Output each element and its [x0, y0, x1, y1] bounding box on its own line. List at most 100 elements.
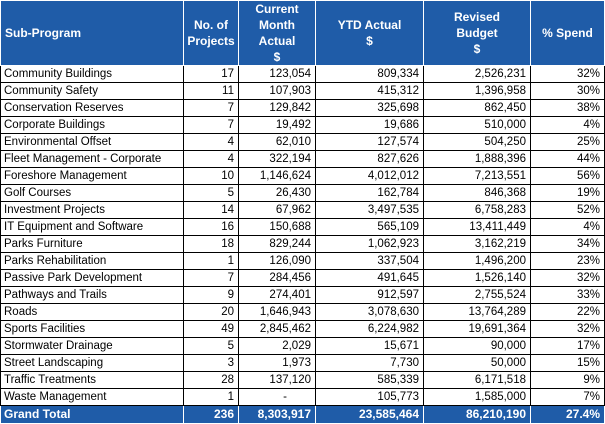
cell-sub-program: Community Buildings [0, 65, 184, 83]
cell-sub-program: Passive Park Development [0, 269, 184, 287]
cell-projects: 4 [183, 150, 239, 168]
cell-ytd: 4,012,012 [315, 167, 424, 185]
cell-sub-program: Golf Courses [0, 184, 184, 202]
cell-ytd: 105,773 [315, 388, 424, 406]
cell-sub-program: Investment Projects [0, 201, 184, 219]
table-footer: Grand Total 236 8,303,917 23,585,464 86,… [0, 405, 605, 424]
cell-revised: 1,585,000 [423, 388, 531, 406]
header-cma-line2: Month Actual [258, 18, 296, 48]
table-row: Investment Projects 14 67,962 3,497,535 … [0, 201, 605, 219]
header-sub-program: Sub-Program [0, 0, 184, 66]
cell-revised: 90,000 [423, 337, 531, 355]
header-revised-line1: Revised [453, 10, 501, 24]
cell-sub-program: Pathways and Trails [0, 286, 184, 304]
cell-ytd: 15,671 [315, 337, 424, 355]
cell-current-month: 107,903 [238, 82, 316, 100]
cell-ytd: 3,497,535 [315, 201, 424, 219]
table-row: Community Safety 11 107,903 415,312 1,39… [0, 82, 605, 100]
cell-sub-program: Environmental Offset [0, 133, 184, 151]
cell-revised: 6,758,283 [423, 201, 531, 219]
table-row: Environmental Offset 4 62,010 127,574 50… [0, 133, 605, 151]
cell-ytd: 415,312 [315, 82, 424, 100]
total-revised: 86,210,190 [423, 405, 531, 424]
cell-projects: 1 [183, 252, 239, 270]
cell-current-month: 1,146,624 [238, 167, 316, 185]
header-projects-line1: No. of [194, 18, 228, 32]
cell-spend: 32% [530, 65, 605, 83]
header-revised-line2: Budget [456, 26, 498, 40]
header-row: Sub-Program No. of Projects Current Mont… [0, 0, 605, 66]
cell-ytd: 1,062,923 [315, 235, 424, 253]
cell-ytd: 325,698 [315, 99, 424, 117]
cell-revised: 1,396,958 [423, 82, 531, 100]
cell-spend: 9% [530, 371, 605, 389]
cell-sub-program: Community Safety [0, 82, 184, 100]
cell-spend: 15% [530, 354, 605, 372]
cell-sub-program: Waste Management [0, 388, 184, 406]
table-row: Community Buildings 17 123,054 809,334 2… [0, 65, 605, 83]
cell-current-month: 126,090 [238, 252, 316, 270]
header-projects: No. of Projects [183, 0, 239, 66]
table-row: Foreshore Management 10 1,146,624 4,012,… [0, 167, 605, 185]
cell-current-month: 123,054 [238, 65, 316, 83]
cell-spend: 22% [530, 303, 605, 321]
cell-ytd: 491,645 [315, 269, 424, 287]
cell-ytd: 912,597 [315, 286, 424, 304]
header-revised-budget: Revised Budget $ [423, 0, 531, 66]
cell-ytd: 3,078,630 [315, 303, 424, 321]
cell-spend: 19% [530, 184, 605, 202]
header-current-month: Current Month Actual $ [238, 0, 316, 66]
cell-sub-program: Street Landscaping [0, 354, 184, 372]
cell-projects: 7 [183, 116, 239, 134]
header-ytd-line1: YTD Actual [337, 18, 402, 32]
table-row: Stormwater Drainage 5 2,029 15,671 90,00… [0, 337, 605, 355]
cell-spend: 32% [530, 320, 605, 338]
cell-spend: 17% [530, 337, 605, 355]
table-row: Parks Furniture 18 829,244 1,062,923 3,1… [0, 235, 605, 253]
cell-revised: 2,755,524 [423, 286, 531, 304]
cell-current-month: 1,646,943 [238, 303, 316, 321]
header-ytd-unit: $ [366, 34, 373, 48]
cell-projects: 5 [183, 337, 239, 355]
cell-current-month: 284,456 [238, 269, 316, 287]
cell-projects: 49 [183, 320, 239, 338]
cell-ytd: 337,504 [315, 252, 424, 270]
cell-projects: 5 [183, 184, 239, 202]
cell-spend: 25% [530, 133, 605, 151]
table-row: Roads 20 1,646,943 3,078,630 13,764,289 … [0, 303, 605, 321]
cell-revised: 504,250 [423, 133, 531, 151]
cell-current-month: 19,492 [238, 116, 316, 134]
cell-current-month: 829,244 [238, 235, 316, 253]
cell-current-month: 1,973 [238, 354, 316, 372]
cell-current-month: 26,430 [238, 184, 316, 202]
cell-spend: 7% [530, 388, 605, 406]
cell-spend: 44% [530, 150, 605, 168]
cell-revised: 6,171,518 [423, 371, 531, 389]
header-projects-line2: Projects [187, 34, 235, 48]
cell-revised: 1,888,396 [423, 150, 531, 168]
header-ytd: YTD Actual $ [315, 0, 424, 66]
cell-spend: 34% [530, 235, 605, 253]
table-row: Pathways and Trails 9 274,401 912,597 2,… [0, 286, 605, 304]
table-body: Community Buildings 17 123,054 809,334 2… [0, 65, 605, 406]
table-row: Sports Facilities 49 2,845,462 6,224,982… [0, 320, 605, 338]
cell-ytd: 19,686 [315, 116, 424, 134]
cell-sub-program: Traffic Treatments [0, 371, 184, 389]
table-header: Sub-Program No. of Projects Current Mont… [0, 0, 605, 66]
cell-current-month: 2,029 [238, 337, 316, 355]
cell-spend: 52% [530, 201, 605, 219]
total-ytd: 23,585,464 [315, 405, 424, 424]
cell-spend: 4% [530, 116, 605, 134]
cell-sub-program: Foreshore Management [0, 167, 184, 185]
cell-ytd: 6,224,982 [315, 320, 424, 338]
table-row: Parks Rehabilitation 1 126,090 337,504 1… [0, 252, 605, 270]
cell-projects: 14 [183, 201, 239, 219]
cell-spend: 23% [530, 252, 605, 270]
cell-projects: 7 [183, 99, 239, 117]
cell-projects: 17 [183, 65, 239, 83]
table-row: Waste Management 1 - 105,773 1,585,000 7… [0, 388, 605, 406]
cell-current-month: 274,401 [238, 286, 316, 304]
cell-spend: 32% [530, 269, 605, 287]
cell-ytd: 809,334 [315, 65, 424, 83]
